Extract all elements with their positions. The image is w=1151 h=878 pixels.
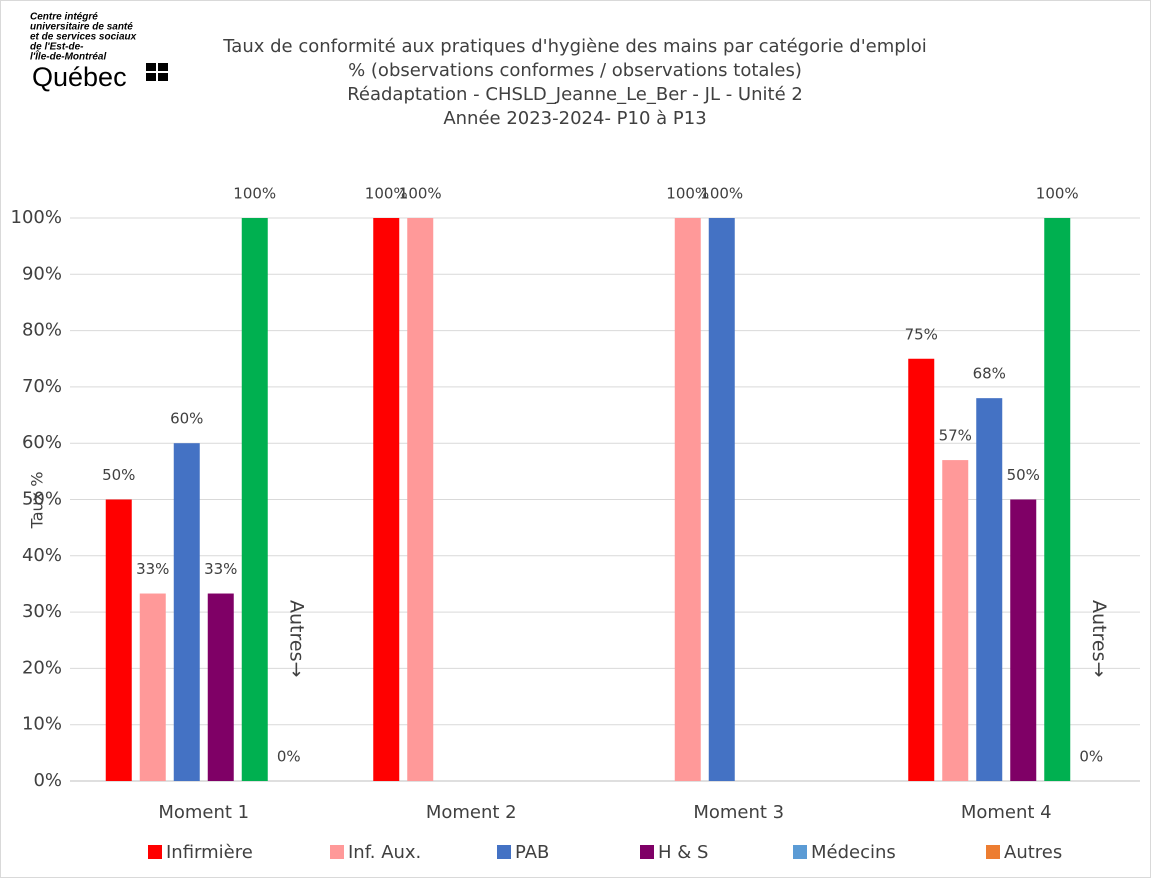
bar bbox=[674, 218, 701, 781]
bar bbox=[942, 460, 969, 781]
data-label: 100% bbox=[666, 185, 709, 203]
data-label: 0% bbox=[1079, 748, 1103, 766]
y-tick-label: 60% bbox=[22, 432, 62, 453]
bar bbox=[908, 358, 935, 781]
bar bbox=[139, 593, 166, 781]
legend-swatch bbox=[330, 845, 344, 859]
legend-label: Inf. Aux. bbox=[348, 842, 421, 863]
bar bbox=[407, 218, 434, 781]
bar bbox=[976, 398, 1003, 781]
logo-line: de l'Est-de- bbox=[30, 42, 84, 53]
legend-swatch bbox=[497, 845, 511, 859]
y-tick-label: 70% bbox=[22, 376, 62, 397]
legend-swatch bbox=[986, 845, 1000, 859]
data-label: 57% bbox=[939, 427, 972, 445]
annotation: Autres→ bbox=[1088, 600, 1110, 677]
legend-swatch bbox=[148, 845, 162, 859]
data-label: 100% bbox=[1036, 185, 1079, 203]
y-tick-label: 80% bbox=[22, 320, 62, 341]
legend-swatch bbox=[640, 845, 654, 859]
bar bbox=[1044, 218, 1071, 781]
x-tick-label: Moment 2 bbox=[426, 802, 517, 823]
x-tick-label: Moment 1 bbox=[158, 802, 249, 823]
logo-brand: Québec bbox=[32, 62, 127, 92]
data-label: 50% bbox=[102, 466, 135, 484]
bar bbox=[708, 218, 735, 781]
bar bbox=[105, 499, 132, 781]
data-label: 50% bbox=[1007, 466, 1040, 484]
x-tick-label: Moment 3 bbox=[693, 802, 784, 823]
bar bbox=[207, 593, 234, 781]
bar bbox=[173, 443, 200, 781]
logo-line: Centre intégré bbox=[30, 12, 98, 23]
data-label: 33% bbox=[204, 560, 237, 578]
chart-title: Année 2023-2024- P10 à P13 bbox=[443, 108, 706, 129]
data-label: 100% bbox=[700, 185, 743, 203]
bar bbox=[241, 218, 268, 781]
legend-label: Médecins bbox=[811, 842, 896, 863]
logo-line: et de services sociaux bbox=[30, 32, 137, 43]
legend-label: Autres bbox=[1004, 842, 1062, 863]
legend-label: H & S bbox=[658, 842, 708, 863]
chart-title: Réadaptation - CHSLD_Jeanne_Le_Ber - JL … bbox=[347, 84, 803, 105]
data-label: 100% bbox=[399, 185, 442, 203]
data-label: 100% bbox=[365, 185, 408, 203]
bar bbox=[1010, 499, 1037, 781]
logo-line: l'Île-de-Montréal bbox=[30, 50, 106, 63]
legend-swatch bbox=[793, 845, 807, 859]
data-label: 75% bbox=[905, 325, 938, 343]
y-tick-label: 0% bbox=[33, 770, 62, 791]
bar bbox=[373, 218, 400, 781]
data-label: 33% bbox=[136, 560, 169, 578]
y-tick-label: 50% bbox=[22, 489, 62, 510]
data-label: 100% bbox=[233, 185, 276, 203]
legend-label: PAB bbox=[515, 842, 549, 863]
data-label: 68% bbox=[973, 365, 1006, 383]
y-tick-label: 90% bbox=[22, 263, 62, 284]
data-label: 60% bbox=[170, 410, 203, 428]
x-tick-label: Moment 4 bbox=[961, 802, 1052, 823]
y-tick-label: 30% bbox=[22, 601, 62, 622]
logo: Centre intégré universitaire de santé et… bbox=[30, 12, 168, 92]
y-axis-label: Taux % bbox=[28, 472, 47, 530]
annotation: Autres→ bbox=[285, 600, 307, 677]
chart-title: % (observations conformes / observations… bbox=[348, 60, 802, 81]
y-tick-label: 40% bbox=[22, 545, 62, 566]
chart-title: Taux de conformité aux pratiques d'hygiè… bbox=[222, 36, 926, 57]
y-tick-label: 20% bbox=[22, 657, 62, 678]
legend-label: Infirmière bbox=[166, 842, 253, 863]
y-tick-label: 10% bbox=[22, 714, 62, 735]
logo-line: universitaire de santé bbox=[30, 22, 133, 33]
data-label: 0% bbox=[277, 748, 301, 766]
y-tick-label: 100% bbox=[11, 207, 62, 228]
logo-flag bbox=[146, 63, 168, 81]
